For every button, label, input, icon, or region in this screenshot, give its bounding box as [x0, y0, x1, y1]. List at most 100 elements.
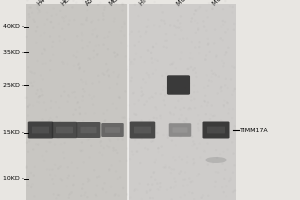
Ellipse shape [82, 95, 84, 98]
Ellipse shape [27, 151, 29, 153]
Ellipse shape [97, 4, 99, 6]
Ellipse shape [105, 63, 107, 65]
Ellipse shape [154, 106, 157, 109]
Ellipse shape [112, 149, 115, 152]
Ellipse shape [52, 41, 54, 43]
Ellipse shape [224, 0, 226, 2]
Ellipse shape [207, 43, 209, 46]
Ellipse shape [232, 6, 234, 8]
Ellipse shape [180, 170, 182, 173]
FancyBboxPatch shape [76, 122, 100, 138]
Ellipse shape [38, 9, 40, 11]
FancyBboxPatch shape [167, 75, 190, 95]
Ellipse shape [149, 197, 152, 199]
Ellipse shape [204, 95, 206, 97]
Ellipse shape [57, 168, 59, 170]
Ellipse shape [164, 104, 166, 106]
Ellipse shape [94, 194, 97, 196]
Ellipse shape [46, 18, 48, 21]
FancyBboxPatch shape [101, 123, 124, 137]
Ellipse shape [43, 48, 45, 50]
Bar [26, 4, 127, 200]
Ellipse shape [93, 169, 95, 171]
Ellipse shape [93, 50, 95, 52]
Ellipse shape [116, 152, 119, 154]
Text: A549: A549 [84, 0, 101, 7]
Text: 35KD -: 35KD - [3, 49, 24, 54]
Ellipse shape [98, 175, 101, 178]
Ellipse shape [134, 44, 136, 47]
Ellipse shape [157, 147, 160, 150]
Ellipse shape [85, 19, 87, 21]
Ellipse shape [198, 41, 201, 43]
Ellipse shape [151, 183, 154, 186]
Ellipse shape [140, 119, 143, 122]
Ellipse shape [81, 141, 83, 144]
Ellipse shape [150, 52, 152, 54]
Ellipse shape [211, 70, 213, 72]
Ellipse shape [49, 59, 52, 62]
Ellipse shape [80, 195, 83, 197]
Ellipse shape [220, 86, 222, 88]
Ellipse shape [36, 89, 39, 91]
Ellipse shape [122, 187, 124, 189]
FancyBboxPatch shape [207, 127, 225, 133]
Ellipse shape [170, 186, 172, 189]
Ellipse shape [41, 94, 43, 96]
Ellipse shape [233, 164, 236, 166]
Ellipse shape [193, 13, 195, 15]
Ellipse shape [67, 94, 70, 97]
Ellipse shape [211, 8, 213, 10]
Ellipse shape [96, 36, 98, 38]
Ellipse shape [102, 18, 105, 21]
Ellipse shape [124, 90, 127, 93]
Ellipse shape [161, 75, 164, 77]
Ellipse shape [86, 17, 88, 19]
FancyBboxPatch shape [28, 122, 53, 138]
Ellipse shape [80, 127, 82, 129]
Ellipse shape [164, 166, 167, 169]
Ellipse shape [102, 44, 105, 46]
Ellipse shape [171, 139, 173, 142]
Ellipse shape [160, 145, 163, 148]
FancyBboxPatch shape [130, 122, 155, 138]
Ellipse shape [175, 26, 178, 29]
Ellipse shape [171, 63, 173, 65]
Ellipse shape [223, 104, 225, 106]
Ellipse shape [160, 19, 163, 22]
Ellipse shape [149, 123, 152, 125]
Ellipse shape [82, 88, 84, 90]
Ellipse shape [83, 90, 86, 93]
Text: 40KD -: 40KD - [3, 24, 24, 29]
Ellipse shape [159, 115, 162, 117]
Ellipse shape [26, 0, 28, 2]
Ellipse shape [154, 92, 157, 95]
Ellipse shape [200, 197, 203, 199]
Ellipse shape [186, 68, 189, 70]
Ellipse shape [114, 55, 117, 58]
Text: TIMM17A: TIMM17A [240, 128, 268, 132]
Text: 25KD -: 25KD - [3, 83, 24, 88]
FancyBboxPatch shape [134, 127, 151, 133]
Ellipse shape [79, 113, 81, 115]
Ellipse shape [206, 157, 226, 163]
Ellipse shape [86, 196, 88, 198]
Ellipse shape [108, 168, 111, 171]
Ellipse shape [45, 150, 48, 153]
Ellipse shape [202, 20, 205, 23]
Ellipse shape [191, 17, 193, 20]
Ellipse shape [147, 148, 149, 151]
Ellipse shape [113, 52, 116, 54]
Ellipse shape [188, 107, 191, 109]
Ellipse shape [36, 26, 38, 28]
Ellipse shape [160, 93, 162, 95]
Ellipse shape [205, 113, 207, 115]
Ellipse shape [90, 145, 92, 147]
Ellipse shape [41, 53, 43, 55]
Ellipse shape [33, 174, 35, 177]
Ellipse shape [81, 187, 83, 190]
FancyBboxPatch shape [52, 122, 77, 138]
Ellipse shape [68, 197, 70, 199]
Ellipse shape [198, 46, 200, 48]
Ellipse shape [215, 74, 217, 76]
